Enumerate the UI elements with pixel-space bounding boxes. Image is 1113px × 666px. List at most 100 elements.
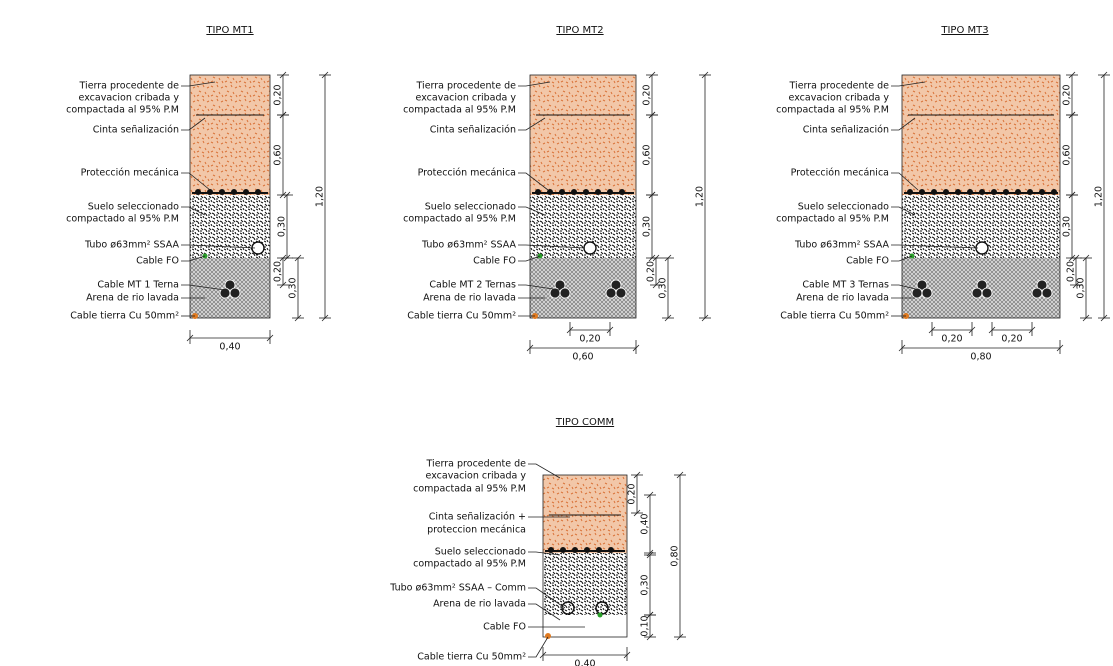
- leader: [518, 284, 561, 291]
- dim-tick: [279, 254, 287, 262]
- dim-tick: [186, 334, 194, 342]
- dim-tick: [283, 191, 291, 199]
- soil-layer: [190, 75, 270, 195]
- label: Tubo ø63mm² SSAA: [84, 240, 179, 251]
- dim-tick: [676, 471, 684, 479]
- mt-cable: [921, 287, 933, 299]
- dim-tick: [664, 314, 672, 322]
- label: excavacion cribada y: [426, 471, 527, 482]
- leader: [528, 551, 561, 556]
- label: compactada al 95% P.M: [413, 484, 526, 495]
- dim-tick: [646, 633, 654, 641]
- dimension: 1,20: [695, 71, 711, 322]
- label: Tubo ø63mm² SSAA – Comm: [389, 583, 526, 594]
- leader: [891, 284, 921, 291]
- dim-tick: [566, 326, 574, 334]
- leader: [891, 81, 926, 87]
- leader: [181, 172, 211, 191]
- label: Protección mecánica: [791, 168, 889, 179]
- trench: [901, 74, 1061, 319]
- label: Arena de rio lavada: [86, 293, 179, 304]
- dim-tick: [623, 651, 631, 659]
- dim-label: 0,20: [627, 483, 638, 504]
- label: Tierra procedente de: [789, 81, 890, 92]
- dim-tick: [648, 71, 656, 79]
- dim-tick: [321, 314, 329, 322]
- dim-tick: [1100, 314, 1108, 322]
- dim-tick: [988, 326, 996, 334]
- dim-tick: [321, 71, 329, 79]
- dim-tick: [1068, 111, 1076, 119]
- label: proteccion mecánica: [427, 525, 526, 536]
- dim-tick: [526, 344, 534, 352]
- leader: [518, 255, 541, 262]
- dim-tick: [606, 326, 614, 334]
- dim-label: 0,40: [574, 659, 595, 666]
- dim-tick: [1072, 281, 1080, 289]
- dim-tick: [279, 111, 287, 119]
- dim-tick: [279, 71, 287, 79]
- dimension: 0,40: [539, 647, 631, 666]
- label: Cable tierra Cu 50mm²: [417, 652, 526, 663]
- label: Cable MT 3 Ternas: [802, 280, 889, 291]
- dimension: 0,20: [642, 71, 658, 119]
- label: compactada al 95% P.M: [66, 105, 179, 116]
- dim-label: 0,60: [1062, 144, 1073, 165]
- dim-label: 0,10: [640, 615, 651, 636]
- trench: [189, 74, 271, 319]
- dimension: 0,30: [642, 191, 658, 262]
- label: Cinta señalización: [430, 125, 516, 136]
- leader: [891, 117, 916, 131]
- dim-tick: [648, 111, 656, 119]
- section-title: TIPO MT2: [555, 25, 603, 36]
- label: Cable FO: [483, 622, 526, 633]
- mt-cable: [916, 279, 928, 291]
- dim-label: 0,30: [277, 216, 288, 237]
- gravel-layer: [543, 553, 627, 615]
- leader: [181, 244, 256, 249]
- dim-tick: [648, 191, 656, 199]
- dim-tick: [646, 551, 654, 559]
- label: Tierra procedente de: [426, 459, 527, 470]
- fiber-cable: [202, 253, 208, 259]
- fiber-cable: [537, 253, 543, 259]
- earth-cable: [545, 633, 551, 639]
- dim-label: 0,80: [670, 545, 681, 566]
- label: compactada al 95% P.M: [776, 105, 889, 116]
- dimension: 0,20: [566, 322, 614, 345]
- mt-cable: [981, 287, 993, 299]
- dimension: 0,60: [1062, 111, 1078, 199]
- dim-tick: [646, 611, 654, 619]
- leader: [518, 244, 586, 249]
- dimension: 0,30: [658, 254, 674, 322]
- dim-label: 0,20: [273, 261, 284, 282]
- label: Cable tierra Cu 50mm²: [780, 311, 889, 322]
- dim-label: 0,60: [642, 144, 653, 165]
- leader: [181, 117, 206, 131]
- leader: [891, 255, 913, 262]
- dim-tick: [928, 326, 936, 334]
- dimension: 0,20: [988, 322, 1036, 345]
- label: Tubo ø63mm² SSAA: [794, 240, 889, 251]
- dim-tick: [279, 281, 287, 289]
- dim-tick: [1072, 254, 1080, 262]
- dimension: 0,20: [1062, 71, 1078, 119]
- dimension: 0,80: [898, 340, 1064, 363]
- leader: [891, 206, 916, 216]
- label: Cinta señalización: [93, 125, 179, 136]
- dim-label: 1,20: [1094, 186, 1105, 207]
- dimension: 1,20: [315, 71, 331, 322]
- soil-layer: [543, 475, 627, 553]
- dim-label: 0,20: [579, 334, 600, 345]
- mt-cable: [229, 287, 241, 299]
- dim-label: 0,20: [941, 334, 962, 345]
- dim-label: 0,20: [646, 261, 657, 282]
- dim-label: 0,30: [642, 216, 653, 237]
- dim-tick: [266, 334, 274, 342]
- label: compactado al 95% P.M: [403, 214, 516, 225]
- dimension: 0,80: [670, 471, 686, 641]
- dim-label: 0,30: [1062, 216, 1073, 237]
- tube: [583, 241, 597, 255]
- label: compactado al 95% P.M: [776, 214, 889, 225]
- dimension: 0,20: [646, 254, 662, 289]
